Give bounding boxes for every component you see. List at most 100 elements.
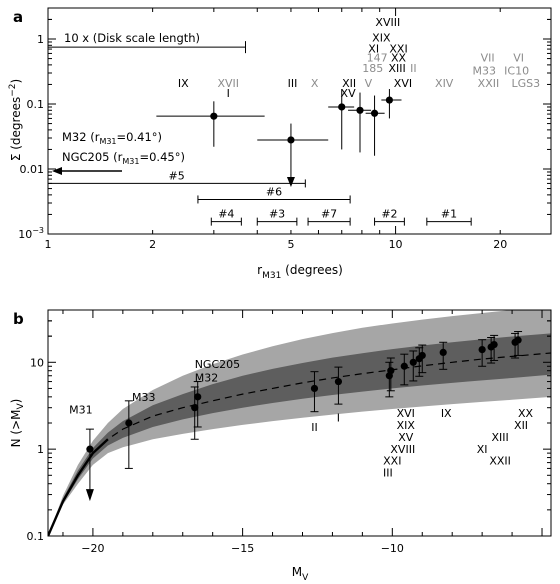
galaxy-label: M31 bbox=[69, 404, 93, 417]
upper-limit-arrow bbox=[85, 489, 94, 502]
range-bar-label: #7 bbox=[321, 208, 337, 221]
galaxy-label: XI bbox=[477, 443, 488, 456]
galaxy-label: XIII bbox=[491, 431, 508, 444]
galaxy-label: XII bbox=[514, 419, 528, 432]
x-tick-label: −10 bbox=[381, 542, 404, 555]
inner-confidence-band bbox=[48, 333, 551, 536]
satellite-label: XIII bbox=[388, 62, 405, 75]
satellite-label: XIV bbox=[435, 77, 454, 90]
galaxy-label: NGC205 bbox=[195, 358, 240, 371]
galaxy-label: I bbox=[337, 412, 340, 425]
x-tick-label: 10 bbox=[389, 238, 403, 251]
satellite-label: IX bbox=[178, 77, 189, 90]
panel-a-y-axis-label: Σ (degrees−2) bbox=[8, 79, 23, 161]
satellite-label: XVIII bbox=[375, 16, 400, 29]
panel-a-label: a bbox=[13, 8, 23, 26]
panel-a-ticks bbox=[47, 7, 551, 235]
satellite-label: XVII bbox=[217, 77, 239, 90]
data-point bbox=[334, 377, 343, 386]
satellite-label: XIX bbox=[372, 32, 391, 45]
data-point bbox=[400, 362, 408, 370]
satellite-label: V bbox=[365, 77, 373, 90]
satellite-label: XII bbox=[342, 77, 356, 90]
satellite-label: XI bbox=[368, 42, 379, 55]
data-point bbox=[387, 367, 395, 375]
data-point bbox=[210, 112, 218, 120]
panel-b-y-axis-label: N (>MV) bbox=[9, 399, 26, 448]
ngc205-label: NGC205 (rM31=0.45°) bbox=[62, 150, 185, 166]
satellite-label: IC10 bbox=[504, 64, 529, 77]
galaxy-label: III bbox=[383, 466, 393, 479]
model-converged-line bbox=[48, 438, 109, 536]
x-tick-label: 2 bbox=[149, 238, 156, 251]
m32-label: M32 (rM31=0.41°) bbox=[62, 130, 162, 146]
data-point bbox=[356, 106, 364, 114]
satellite-label: XXI bbox=[389, 42, 407, 55]
satellite-label: I bbox=[227, 87, 230, 100]
x-tick-label: 5 bbox=[287, 238, 294, 251]
panel-b-x-axis-label: MV bbox=[292, 565, 309, 583]
range-bar-label: #2 bbox=[381, 208, 397, 221]
upper-limit-arrow bbox=[286, 177, 295, 188]
panel-b-tick-labels: −20 −15 −10 10 1 0.1 bbox=[27, 356, 404, 555]
satellite-label: XX bbox=[391, 51, 407, 64]
range-bar-label: #5 bbox=[169, 169, 185, 182]
data-point bbox=[194, 393, 202, 401]
galaxy-label: XIX bbox=[397, 419, 416, 432]
satellite-label: 185 bbox=[362, 62, 383, 75]
satellite-label: XXII bbox=[478, 77, 500, 90]
data-point bbox=[385, 96, 394, 104]
satellite-label: III bbox=[288, 77, 298, 90]
data-point bbox=[478, 345, 486, 354]
data-point bbox=[514, 336, 522, 344]
satellite-label: LGS3 bbox=[512, 77, 541, 90]
panel-a-x-axis-label: rM31 (degrees) bbox=[257, 263, 343, 281]
panel-a-frame bbox=[47, 7, 552, 235]
data-point bbox=[125, 419, 133, 427]
satellite-label: M33 bbox=[473, 64, 497, 77]
data-point bbox=[490, 340, 498, 349]
galaxy-label: M33 bbox=[132, 391, 156, 404]
data-point bbox=[370, 109, 379, 117]
galaxy-label: XVI bbox=[397, 407, 415, 420]
data-point bbox=[191, 404, 199, 412]
satellite-label: X bbox=[311, 77, 319, 90]
data-point bbox=[287, 136, 295, 144]
x-tick-label: −15 bbox=[231, 542, 254, 555]
galaxy-label: XX bbox=[518, 407, 534, 420]
data-point bbox=[338, 103, 346, 111]
satellite-label: II bbox=[410, 62, 417, 75]
panel-a-annotation-layer: 10 x (Disk scale length) M32 (rM31=0.41°)… bbox=[48, 31, 246, 175]
galaxy-label: XV bbox=[398, 431, 414, 444]
panel-a-tick-labels: 1 2 5 10 20 1 0.1 0.01 10−3 bbox=[18, 33, 507, 251]
satellite-label: VII bbox=[481, 51, 495, 64]
data-point bbox=[418, 351, 426, 360]
range-bar-label: #6 bbox=[266, 185, 282, 198]
disk-scale-label: 10 x (Disk scale length) bbox=[64, 31, 200, 45]
panel-b-ticks bbox=[48, 309, 551, 537]
satellite-label: 147 bbox=[367, 51, 388, 64]
range-bar-label: #1 bbox=[441, 208, 457, 221]
galaxy-label: II bbox=[311, 421, 318, 434]
y-tick-label: 1 bbox=[37, 443, 44, 456]
data-point bbox=[439, 348, 447, 356]
data-point bbox=[409, 358, 417, 366]
panel-b-model-bands bbox=[48, 310, 551, 536]
left-arrow-head bbox=[52, 167, 62, 175]
galaxy-label: XXI bbox=[383, 455, 401, 468]
galaxy-label: XXII bbox=[489, 455, 511, 468]
satellite-label: XVI bbox=[394, 77, 412, 90]
panel-a-range-bars: #5 #6 #4 #3 #7 #2 #1 bbox=[47, 169, 472, 226]
galaxy-label: IX bbox=[441, 407, 452, 420]
y-tick-label: 0.01 bbox=[20, 163, 45, 176]
satellite-label: VI bbox=[513, 51, 524, 64]
range-bar-label: #4 bbox=[218, 208, 234, 221]
panel-b-label: b bbox=[13, 310, 24, 328]
galaxy-label: M32 bbox=[195, 371, 219, 384]
x-tick-label: 20 bbox=[493, 238, 507, 251]
y-tick-label: 0.1 bbox=[27, 530, 45, 543]
